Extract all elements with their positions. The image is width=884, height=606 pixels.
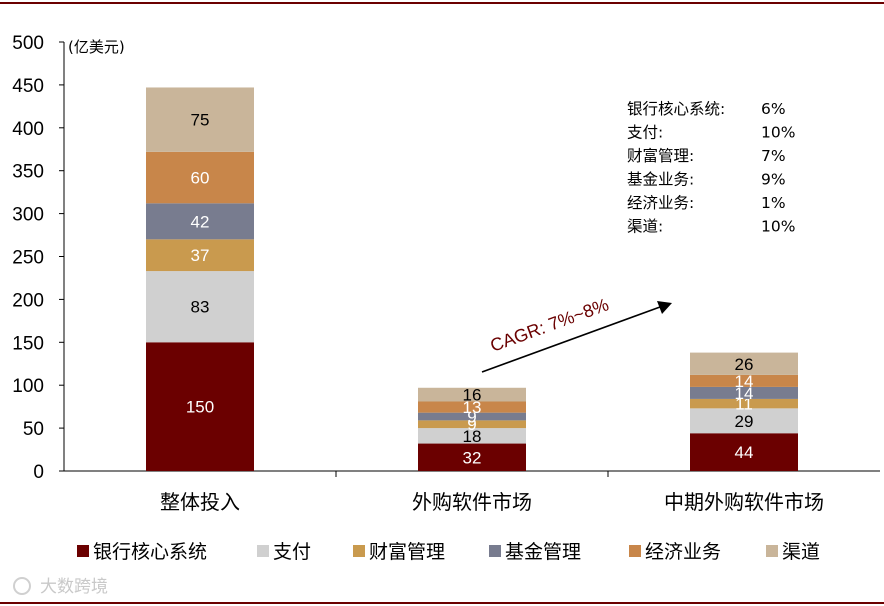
y-tick-label: 500 <box>12 33 44 54</box>
bar-value-label: 16 <box>463 386 482 405</box>
bar-value-label: 26 <box>735 355 754 374</box>
bar-value-label: 9 <box>467 415 476 434</box>
growth-note-name: 支付: <box>627 124 663 142</box>
y-tick-label: 200 <box>12 290 44 311</box>
bar-value-label: 14 <box>735 372 754 391</box>
y-tick-label: 400 <box>12 119 44 140</box>
bar-segment <box>146 203 254 240</box>
bar-value-label: 60 <box>191 169 210 188</box>
legend-label: 经济业务 <box>645 541 721 563</box>
bar-value-label: 14 <box>735 384 754 403</box>
bar-value-label: 9 <box>467 408 476 427</box>
bar-segment <box>418 420 526 429</box>
y-tick-label: 250 <box>12 248 44 269</box>
y-tick-label: 350 <box>12 162 44 183</box>
legend: 银行核心系统 支付 财富管理 基金管理 经济业务 渠道 <box>77 541 820 563</box>
growth-note-rate: 10% <box>761 218 795 236</box>
bar-segment <box>690 408 798 434</box>
legend-swatch <box>766 545 778 557</box>
bar-value-label: 44 <box>735 443 754 462</box>
bar-segment <box>418 387 526 402</box>
bar-segment <box>146 239 254 272</box>
cagr-arrow-head <box>657 301 672 314</box>
bar-value-label: 42 <box>191 212 210 231</box>
bar-segment <box>418 412 526 421</box>
legend-swatch <box>629 545 641 557</box>
bar-value-label: 150 <box>186 398 214 417</box>
legend-swatch <box>77 545 89 557</box>
y-tick-label: 50 <box>23 419 44 440</box>
y-axis-unit: (亿美元) <box>68 38 125 56</box>
bar-segment <box>690 374 798 387</box>
growth-note-rate: 7% <box>761 147 786 165</box>
legend-label: 财富管理 <box>369 541 445 563</box>
watermark-text: 大数跨境 <box>40 577 108 597</box>
bar-value-label: 75 <box>191 111 210 130</box>
bar-value-label: 29 <box>735 412 754 431</box>
bar-segment <box>418 401 526 413</box>
y-tick-label: 300 <box>12 205 44 226</box>
bar-segment <box>146 151 254 204</box>
growth-note-rate: 6% <box>761 100 786 118</box>
growth-note-name: 渠道: <box>627 218 663 236</box>
watermark-logo-icon <box>13 577 31 595</box>
growth-note-rate: 10% <box>761 124 795 142</box>
legend-label: 渠道 <box>782 541 820 563</box>
growth-note-name: 银行核心系统: <box>627 100 725 118</box>
bar-value-label: 32 <box>463 448 482 467</box>
bar-segment <box>146 342 254 471</box>
bar-segment <box>690 398 798 409</box>
legend-swatch <box>353 545 365 557</box>
growth-rate-notes: 银行核心系统: 6% 支付: 10% 财富管理: 7% 基金业务: 9% 经济业务: 1% 渠道: 1… <box>627 100 795 236</box>
watermark: 大数跨境 <box>13 577 108 597</box>
bar-segment <box>690 386 798 399</box>
bar-segment <box>690 433 798 471</box>
bar-value-label: 13 <box>463 398 482 417</box>
category-labels: 整体投入 外购软件市场 中期外购软件市场 <box>160 490 824 514</box>
cagr-annotation: CAGR: 7%~8% <box>481 294 672 373</box>
axes: 0 50 100 150 200 250 300 350 400 450 500 <box>12 33 880 483</box>
x-category-label: 中期外购软件市场 <box>664 490 824 514</box>
bar-value-label: 83 <box>191 298 210 317</box>
y-tick-label: 0 <box>33 462 44 483</box>
y-tick-label: 450 <box>12 76 44 97</box>
bar-value-label: 18 <box>463 427 482 446</box>
bar-segment <box>418 443 526 471</box>
cagr-arrow-line <box>481 306 661 373</box>
bar-segment <box>146 271 254 343</box>
growth-note-name: 基金业务: <box>627 171 694 189</box>
legend-swatch <box>489 545 501 557</box>
growth-note-name: 财富管理: <box>627 147 694 165</box>
legend-swatch <box>257 545 269 557</box>
bar-segment <box>418 428 526 444</box>
growth-note-rate: 1% <box>761 194 786 212</box>
x-category-label: 外购软件市场 <box>412 490 532 514</box>
growth-note-name: 经济业务: <box>627 194 694 212</box>
x-category-label: 整体投入 <box>160 490 240 514</box>
y-tick-label: 150 <box>12 333 44 354</box>
legend-label: 银行核心系统 <box>93 541 207 563</box>
bar-value-label: 11 <box>735 395 753 414</box>
bar-segment <box>146 87 254 152</box>
growth-note-rate: 9% <box>761 171 786 189</box>
legend-label: 基金管理 <box>505 541 581 563</box>
bar-value-label: 37 <box>191 246 210 265</box>
y-tick-label: 100 <box>12 376 44 397</box>
bar-segment <box>690 352 798 375</box>
legend-label: 支付 <box>273 541 311 563</box>
